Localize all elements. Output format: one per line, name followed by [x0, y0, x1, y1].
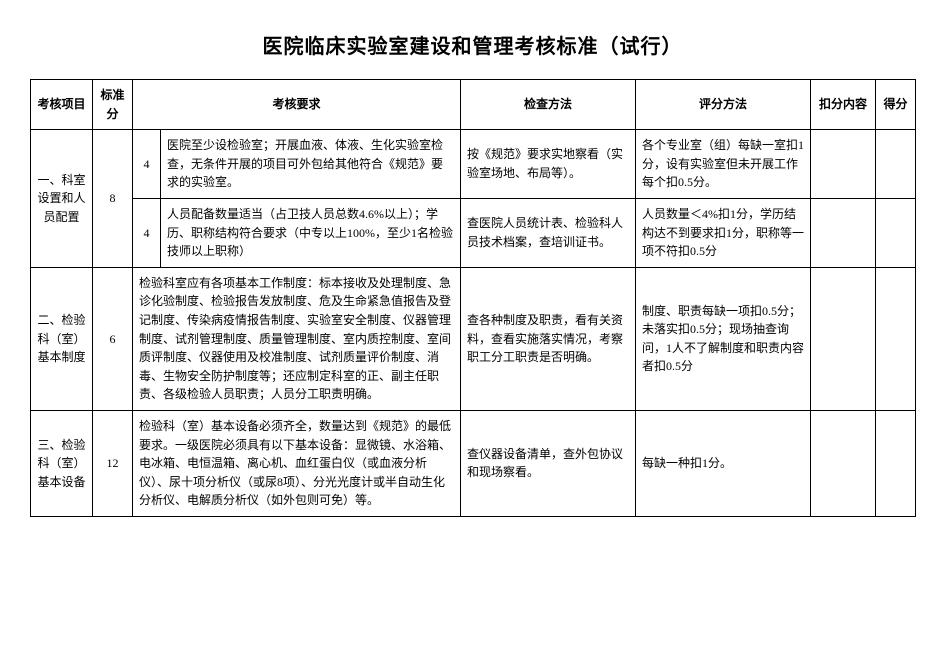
assessment-table: 考核项目 标准分 考核要求 检查方法 评分方法 扣分内容 得分 一、科室设置和人… [30, 79, 916, 517]
cell-result [876, 198, 916, 267]
header-score: 标准分 [93, 80, 133, 130]
cell-project: 三、检验科（室）基本设备 [31, 410, 93, 516]
cell-evaluation: 每缺一种扣1分。 [636, 410, 811, 516]
cell-result [876, 410, 916, 516]
cell-deduction [811, 410, 876, 516]
header-requirement: 考核要求 [133, 80, 461, 130]
cell-deduction [811, 267, 876, 410]
cell-project: 一、科室设置和人员配置 [31, 130, 93, 268]
cell-subscore: 4 [133, 130, 161, 199]
cell-requirement: 人员配备数量适当（占卫技人员总数4.6%以上）；学历、职称结构符合要求（中专以上… [161, 198, 461, 267]
table-row: 4 人员配备数量适当（占卫技人员总数4.6%以上）；学历、职称结构符合要求（中专… [31, 198, 916, 267]
table-row: 三、检验科（室）基本设备 12 检验科（室）基本设备必须齐全，数量达到《规范》的… [31, 410, 916, 516]
cell-requirement: 检验科（室）基本设备必须齐全，数量达到《规范》的最低要求。一级医院必须具有以下基… [133, 410, 461, 516]
header-evaluation: 评分方法 [636, 80, 811, 130]
page-title: 医院临床实验室建设和管理考核标准（试行） [30, 30, 915, 59]
header-deduction: 扣分内容 [811, 80, 876, 130]
cell-evaluation: 人员数量＜4%扣1分，学历结构达不到要求扣1分，职称等一项不符扣0.5分 [636, 198, 811, 267]
cell-method: 查医院人员统计表、检验科人员技术档案，查培训证书。 [461, 198, 636, 267]
cell-evaluation: 制度、职责每缺一项扣0.5分；未落实扣0.5分；现场抽查询问，1人不了解制度和职… [636, 267, 811, 410]
cell-requirement: 医院至少设检验室；开展血液、体液、生化实验室检查，无条件开展的项目可外包给其他符… [161, 130, 461, 199]
cell-deduction [811, 130, 876, 199]
table-row: 二、检验科（室）基本制度 6 检验科室应有各项基本工作制度：标本接收及处理制度、… [31, 267, 916, 410]
cell-deduction [811, 198, 876, 267]
cell-score: 8 [93, 130, 133, 268]
cell-subscore: 4 [133, 198, 161, 267]
table-row: 一、科室设置和人员配置 8 4 医院至少设检验室；开展血液、体液、生化实验室检查… [31, 130, 916, 199]
cell-method: 查仪器设备清单，查外包协议和现场察看。 [461, 410, 636, 516]
header-method: 检查方法 [461, 80, 636, 130]
header-row: 考核项目 标准分 考核要求 检查方法 评分方法 扣分内容 得分 [31, 80, 916, 130]
cell-result [876, 267, 916, 410]
header-result: 得分 [876, 80, 916, 130]
cell-result [876, 130, 916, 199]
cell-requirement: 检验科室应有各项基本工作制度：标本接收及处理制度、急诊化验制度、检验报告发放制度… [133, 267, 461, 410]
cell-evaluation: 各个专业室（组）每缺一室扣1分，设有实验室但未开展工作每个扣0.5分。 [636, 130, 811, 199]
cell-score: 6 [93, 267, 133, 410]
header-project: 考核项目 [31, 80, 93, 130]
cell-score: 12 [93, 410, 133, 516]
cell-method: 查各种制度及职责，看有关资料，查看实施落实情况，考察职工分工职责是否明确。 [461, 267, 636, 410]
cell-method: 按《规范》要求实地察看（实验室场地、布局等）。 [461, 130, 636, 199]
cell-project: 二、检验科（室）基本制度 [31, 267, 93, 410]
